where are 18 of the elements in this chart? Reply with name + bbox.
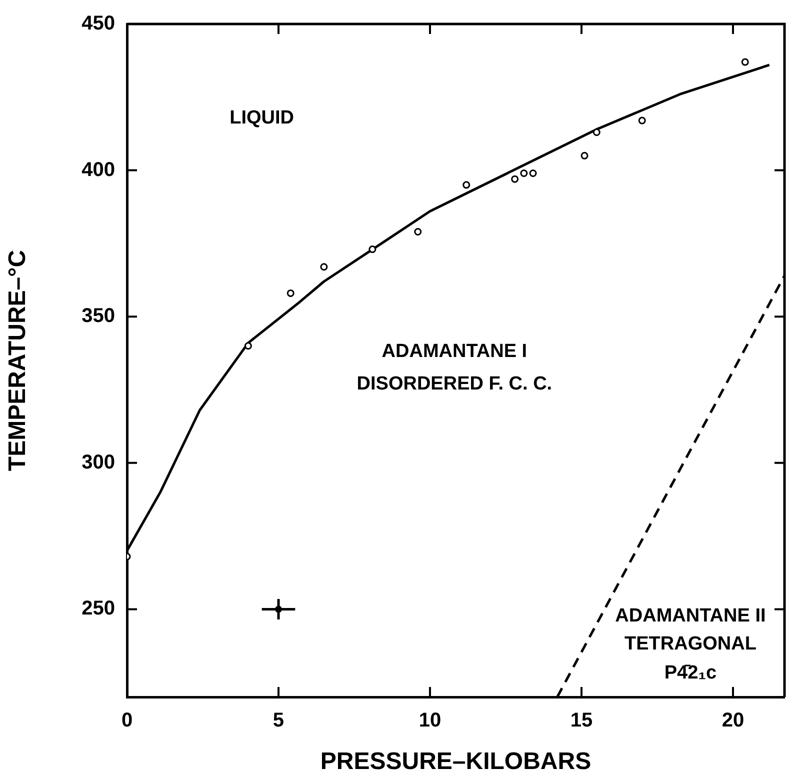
- x-tick-label: 5: [272, 710, 284, 732]
- x-tick-label: 0: [121, 710, 133, 732]
- x-tick-label: 20: [722, 710, 744, 732]
- x-tick-label: 15: [570, 710, 593, 732]
- annotation: P4̄2₁c: [664, 662, 718, 684]
- y-tick-label: 300: [82, 451, 115, 474]
- annotation: ADAMANTANE I: [382, 340, 528, 362]
- y-axis-title: TEMPERATURE–°C: [4, 250, 32, 472]
- x-axis-title: PRESSURE–KILOBARS: [320, 748, 592, 776]
- y-tick-label: 450: [82, 12, 115, 35]
- annotation: TETRAGONAL: [624, 634, 757, 655]
- annotation: ADAMANTANE II: [615, 605, 766, 626]
- y-tick-label: 250: [82, 598, 115, 620]
- x-tick-label: 10: [418, 710, 442, 732]
- y-tick-label: 400: [82, 158, 115, 181]
- y-tick-label: 350: [82, 305, 115, 328]
- annotation: LIQUID: [230, 107, 294, 128]
- annotation: DISORDERED F. C. C.: [356, 373, 552, 394]
